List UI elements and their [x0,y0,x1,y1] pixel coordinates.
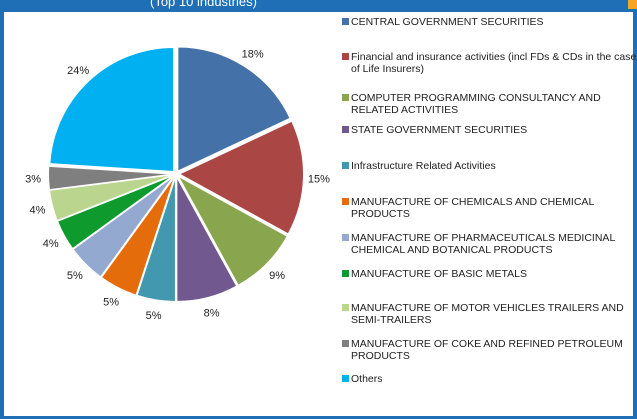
slice-value-label: 4% [30,205,46,217]
slice-value-label: 5% [146,310,162,322]
header-bar: (Top 10 industries) [0,0,637,12]
corner-accent [628,0,637,9]
slice-value-label: 5% [103,296,119,308]
pie-slice [100,176,175,296]
legend-swatch [342,162,349,169]
legend-swatch [342,18,349,25]
pie-slice [178,120,304,235]
legend-label: MANUFACTURE OF MOTOR VEHICLES TRAILERS A… [351,302,624,326]
legend-label: Infrastructure Related Activities [351,160,496,172]
legend-swatch [342,304,349,311]
slice-value-label: 3% [25,173,41,185]
slice-value-label: 8% [204,308,220,320]
legend-item: MANUFACTURE OF COKE AND REFINED PETROLEU… [342,338,637,362]
pie-slice [136,177,176,302]
pie-chart: 18% 15% 9% 8% 5% 5% 5% 4% 4% 3% 24% [25,46,330,322]
pie-slice [49,174,173,222]
legend-item: COMPUTER PROGRAMMING CONSULTANCY AND REL… [342,92,637,116]
legend-item: CENTRAL GOVERNMENT SECURITIES [342,16,637,28]
slice-value-label: 9% [269,270,285,282]
pie-slice [177,46,291,172]
slice-value-label: 5% [67,270,83,282]
legend-label: CENTRAL GOVERNMENT SECURITIES [351,16,544,28]
legend-item: Financial and insurance activities (incl… [342,51,637,75]
legend-swatch [342,126,349,133]
legend-label: Financial and insurance activities (incl… [351,51,637,75]
legend-label: MANUFACTURE OF COKE AND REFINED PETROLEU… [351,338,623,362]
legend-swatch [342,375,349,382]
legend-swatch [342,340,349,347]
slice-value-label: 15% [308,173,330,185]
pie-slice [176,177,238,302]
header-title: (Top 10 industries) [150,0,257,9]
legend-swatch [342,270,349,277]
pie-slice [177,175,288,286]
legend-item: Infrastructure Related Activities [342,160,637,172]
legend-label: MANUFACTURE OF BASIC METALS [351,268,527,280]
legend-swatch [342,234,349,241]
pie-slice [49,46,175,172]
legend-swatch [342,198,349,205]
pie-slice [56,175,174,250]
slice-value-label: 18% [242,48,264,60]
slice-value-label: 4% [43,238,59,250]
legend-label: MANUFACTURE OF PHARMACEUTICALS MEDICINAL… [351,232,615,256]
pie-slice [48,165,173,191]
legend-item: MANUFACTURE OF BASIC METALS [342,268,637,280]
pie-slice [72,176,174,278]
legend-label: COMPUTER PROGRAMMING CONSULTANCY AND REL… [351,92,601,116]
legend-item: MANUFACTURE OF MOTOR VEHICLES TRAILERS A… [342,302,637,326]
slice-value-label: 24% [67,65,89,77]
legend-swatch [342,53,349,60]
legend-swatch [342,94,349,101]
legend-label: MANUFACTURE OF CHEMICALS AND CHEMICAL PR… [351,196,594,220]
legend-item: MANUFACTURE OF CHEMICALS AND CHEMICAL PR… [342,196,637,220]
legend-item: MANUFACTURE OF PHARMACEUTICALS MEDICINAL… [342,232,637,256]
legend-label: Others [351,373,383,385]
legend-label: STATE GOVERNMENT SECURITIES [351,124,528,136]
legend-item: Others [342,373,637,385]
legend-item: STATE GOVERNMENT SECURITIES [342,124,637,136]
